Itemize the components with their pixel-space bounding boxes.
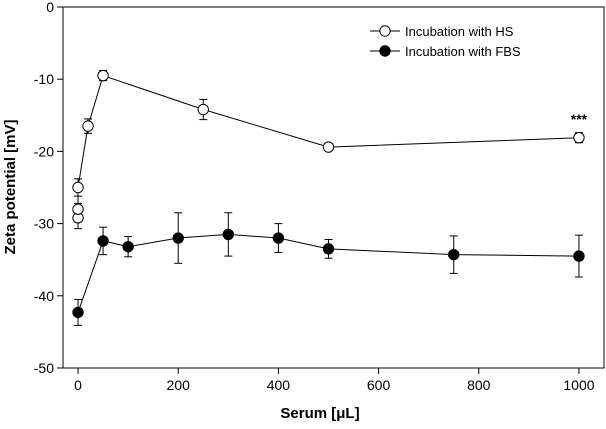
legend-marker	[379, 25, 391, 37]
data-point	[272, 232, 285, 244]
y-tick-label: -50	[34, 360, 54, 376]
x-tick-label: 1000	[563, 377, 594, 393]
data-point	[72, 181, 84, 194]
plot-frame	[62, 6, 605, 369]
data-point	[97, 235, 109, 247]
y-tick-label: -20	[34, 143, 54, 159]
data-point	[172, 232, 184, 244]
y-tick-label: -40	[34, 288, 54, 304]
data-point	[448, 248, 460, 261]
data-point	[197, 103, 209, 116]
data-point	[97, 69, 109, 82]
data-point	[122, 241, 134, 253]
y-tick-label: -30	[34, 216, 54, 232]
axes: 0 200 400 600 800 1000 0 -10 -20 -30 -40 -50	[34, 0, 605, 393]
y-tick-label: 0	[46, 0, 54, 15]
legend-label: Incubation with HS	[405, 24, 514, 39]
data-layer: ***	[72, 69, 588, 326]
x-tick-label: 200	[167, 377, 191, 393]
data-point	[322, 243, 335, 255]
data-point	[573, 250, 585, 262]
data-point	[82, 120, 94, 132]
significance-annotation: ***	[571, 111, 588, 127]
y-tick-label: -10	[34, 71, 54, 87]
data-point	[72, 203, 84, 215]
data-point	[222, 228, 235, 241]
x-tick-label: 400	[267, 377, 291, 393]
y-axis-title: Zeta potential [mV]	[2, 119, 19, 254]
data-point	[573, 131, 585, 144]
x-tick-label: 0	[74, 377, 82, 393]
x-tick-label: 800	[467, 377, 491, 393]
x-axis-title: Serum [μL]	[280, 405, 359, 422]
legend-label: Incubation with FBS	[405, 44, 521, 59]
legend: Incubation with HS Incubation with FBS	[370, 24, 521, 59]
legend-marker	[379, 45, 391, 57]
data-point	[72, 306, 84, 319]
data-point	[322, 141, 335, 153]
x-tick-label: 600	[367, 377, 391, 393]
